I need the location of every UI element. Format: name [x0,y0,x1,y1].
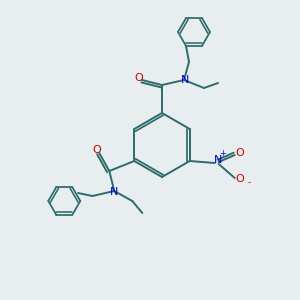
Text: N: N [214,155,222,165]
Text: N: N [181,75,189,85]
Text: O: O [135,73,143,83]
Text: O: O [92,145,101,155]
Text: -: - [247,178,250,188]
Text: N: N [110,187,118,197]
Text: O: O [235,148,244,158]
Text: O: O [235,174,244,184]
Text: +: + [219,149,226,158]
